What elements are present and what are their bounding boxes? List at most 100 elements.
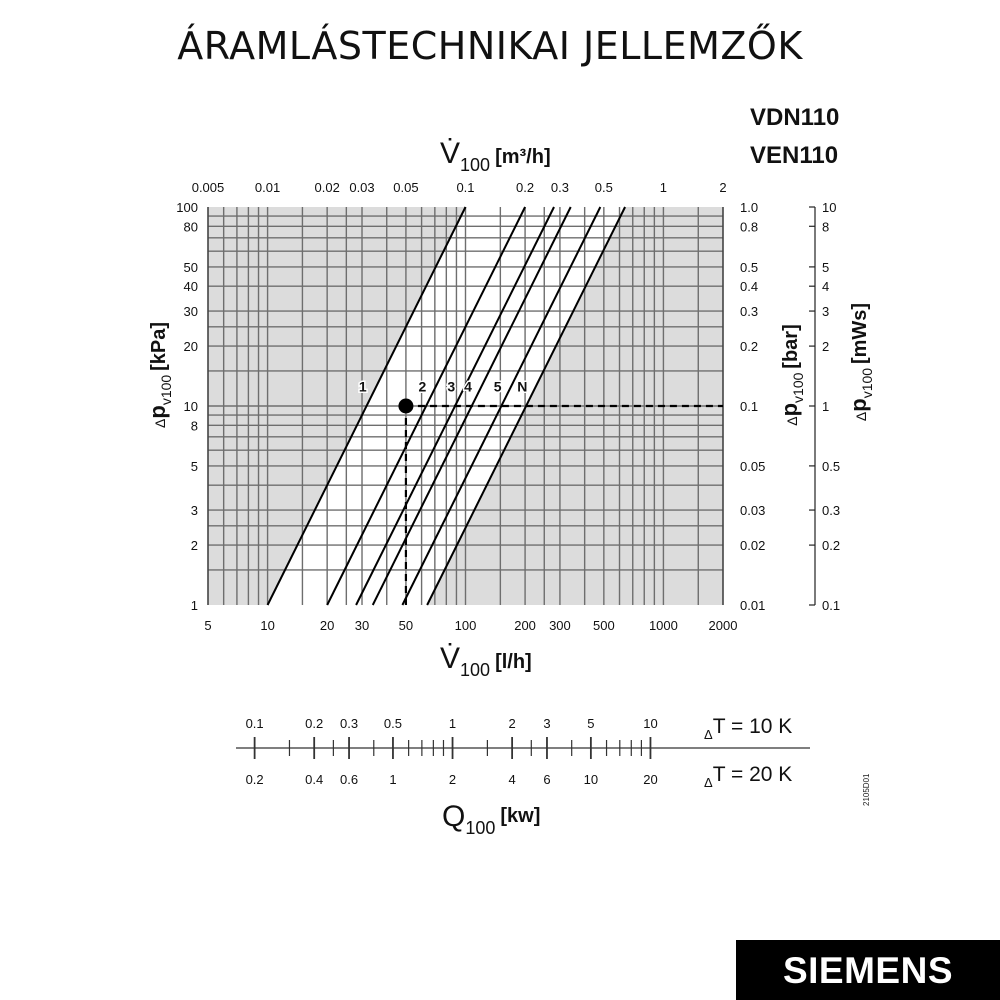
x-axis-title: V̇100 [l/h] bbox=[440, 642, 532, 680]
y-bar-tick-label: 0.2 bbox=[740, 339, 758, 354]
q100-dt20-tick-label: 0.2 bbox=[246, 772, 264, 787]
x-top-tick-label: 0.02 bbox=[315, 180, 340, 195]
x-tick-label: 500 bbox=[593, 618, 615, 633]
x-top-tick-label: 0.05 bbox=[393, 180, 418, 195]
y-mws-tick-label: 8 bbox=[822, 219, 829, 234]
page-title: ÁRAMLÁSTECHNIKAI JELLEMZŐK bbox=[177, 24, 803, 68]
y-left-tick-label: 1 bbox=[191, 598, 198, 613]
q100-dt10-tick-label: 3 bbox=[543, 716, 550, 731]
y-bar-tick-label: 0.3 bbox=[740, 304, 758, 319]
y-mws-tick-label: 0.3 bbox=[822, 503, 840, 518]
y-left-tick-label: 100 bbox=[176, 200, 198, 215]
series-label-3: 3 bbox=[447, 378, 455, 394]
q100-dt10-tick-label: 1 bbox=[449, 716, 456, 731]
y-mws-tick-label: 10 bbox=[822, 200, 836, 215]
q100-dt10-label: ΔT = 10 K bbox=[704, 715, 792, 742]
y-left-tick-label: 30 bbox=[184, 304, 198, 319]
q100-dt20-tick-label: 0.4 bbox=[305, 772, 323, 787]
q100-dt10-tick-label: 0.1 bbox=[246, 716, 264, 731]
y-bar-axis-title: Δpv100 [bar] bbox=[777, 324, 806, 426]
svg-text:V̇100 [m³/h]: V̇100 [m³/h] bbox=[440, 137, 551, 175]
x-tick-label: 5 bbox=[204, 618, 211, 633]
y-mws-tick-label: 0.1 bbox=[822, 598, 840, 613]
series-label-4: 4 bbox=[464, 378, 472, 394]
y-bar-tick-label: 0.05 bbox=[740, 459, 765, 474]
y-mws-tick-label: 5 bbox=[822, 260, 829, 275]
x-top-tick-label: 0.1 bbox=[456, 180, 474, 195]
svg-text:Δpv100 [mWs]: Δpv100 [mWs] bbox=[846, 303, 875, 421]
y-left-tick-label: 8 bbox=[191, 418, 198, 433]
y-left-tick-label: 5 bbox=[191, 459, 198, 474]
y-mws-tick-label: 0.5 bbox=[822, 459, 840, 474]
y-left-axis-title: Δpv100 [kPa] bbox=[145, 322, 174, 428]
x-top-tick-label: 0.2 bbox=[516, 180, 534, 195]
x-top-tick-label: 0.3 bbox=[551, 180, 569, 195]
y-mws-tick-label: 0.2 bbox=[822, 538, 840, 553]
q100-dt10-tick-label: 0.3 bbox=[340, 716, 358, 731]
brand-text: SIEMENS bbox=[782, 950, 954, 991]
y-left-tick-label: 20 bbox=[184, 339, 198, 354]
q100-dt10-tick-label: 5 bbox=[587, 716, 594, 731]
q100-dt20-tick-label: 4 bbox=[508, 772, 515, 787]
drawing-id: 2105D01 bbox=[862, 773, 871, 806]
series-label-1: 1 bbox=[359, 378, 367, 394]
x-tick-label: 50 bbox=[399, 618, 413, 633]
series-label-2: 2 bbox=[418, 378, 426, 394]
y-left-tick-label: 50 bbox=[184, 260, 198, 275]
q100-dt20-tick-label: 2 bbox=[449, 772, 456, 787]
y-bar-tick-label: 0.4 bbox=[740, 279, 758, 294]
x-tick-label: 20 bbox=[320, 618, 334, 633]
x-top-axis-title: V̇100 [m³/h] bbox=[440, 137, 551, 175]
x-top-tick-label: 1 bbox=[660, 180, 667, 195]
q100-dt20-tick-label: 0.6 bbox=[340, 772, 358, 787]
q100-dt10-tick-label: 10 bbox=[643, 716, 657, 731]
y-left-tick-label: 3 bbox=[191, 503, 198, 518]
series-line-5 bbox=[401, 206, 602, 606]
x-tick-label: 1000 bbox=[649, 618, 678, 633]
operating-point bbox=[398, 398, 414, 414]
svg-text:Δpv100 [bar]: Δpv100 [bar] bbox=[777, 324, 806, 426]
x-tick-label: 200 bbox=[514, 618, 536, 633]
y-left-tick-label: 40 bbox=[184, 279, 198, 294]
model-label-ven110: VEN110 bbox=[750, 142, 839, 169]
q100-axis-title: Q100 [kw] bbox=[442, 800, 540, 838]
svg-text:V̇100 [l/h]: V̇100 [l/h] bbox=[440, 642, 532, 680]
y-bar-tick-label: 1.0 bbox=[740, 200, 758, 215]
y-mws-tick-label: 2 bbox=[822, 339, 829, 354]
q100-dt10-tick-label: 2 bbox=[508, 716, 515, 731]
y-bar-tick-label: 0.5 bbox=[740, 260, 758, 275]
q100-dt10-tick-label: 0.5 bbox=[384, 716, 402, 731]
series-label-N: N bbox=[517, 378, 527, 394]
svg-text:Q100 [kw]: Q100 [kw] bbox=[442, 800, 540, 838]
q100-dt20-label: ΔT = 20 K bbox=[704, 763, 792, 790]
x-top-tick-label: 0.03 bbox=[349, 180, 374, 195]
y-left-tick-label: 2 bbox=[191, 538, 198, 553]
x-top-tick-label: 0.005 bbox=[192, 180, 225, 195]
y-mws-tick-label: 4 bbox=[822, 279, 829, 294]
x-top-tick-label: 0.01 bbox=[255, 180, 280, 195]
y-bar-tick-label: 0.02 bbox=[740, 538, 765, 553]
series-label-5: 5 bbox=[494, 378, 502, 394]
brand-logo: SIEMENS bbox=[736, 940, 1000, 1000]
y-bar-tick-label: 0.01 bbox=[740, 598, 765, 613]
q100-dt20-tick-label: 1 bbox=[389, 772, 396, 787]
y-mws-tick-label: 3 bbox=[822, 304, 829, 319]
y-bar-tick-label: 0.8 bbox=[740, 219, 758, 234]
x-tick-label: 2000 bbox=[709, 618, 738, 633]
x-tick-label: 100 bbox=[455, 618, 477, 633]
q100-dt20-tick-label: 10 bbox=[584, 772, 598, 787]
y-mws-axis-title: Δpv100 [mWs] bbox=[846, 303, 875, 421]
model-label-vdn110: VDN110 bbox=[750, 104, 840, 131]
x-tick-label: 10 bbox=[260, 618, 274, 633]
svg-text:Δpv100 [kPa]: Δpv100 [kPa] bbox=[145, 322, 174, 428]
y-left-tick-label: 10 bbox=[184, 399, 198, 414]
y-left-tick-label: 80 bbox=[184, 219, 198, 234]
x-top-tick-label: 2 bbox=[719, 180, 726, 195]
y-bar-tick-label: 0.03 bbox=[740, 503, 765, 518]
y-bar-tick-label: 0.1 bbox=[740, 399, 758, 414]
x-tick-label: 300 bbox=[549, 618, 571, 633]
q100-dt10-tick-label: 0.2 bbox=[305, 716, 323, 731]
series-line-1 bbox=[266, 206, 467, 606]
x-top-tick-label: 0.5 bbox=[595, 180, 613, 195]
